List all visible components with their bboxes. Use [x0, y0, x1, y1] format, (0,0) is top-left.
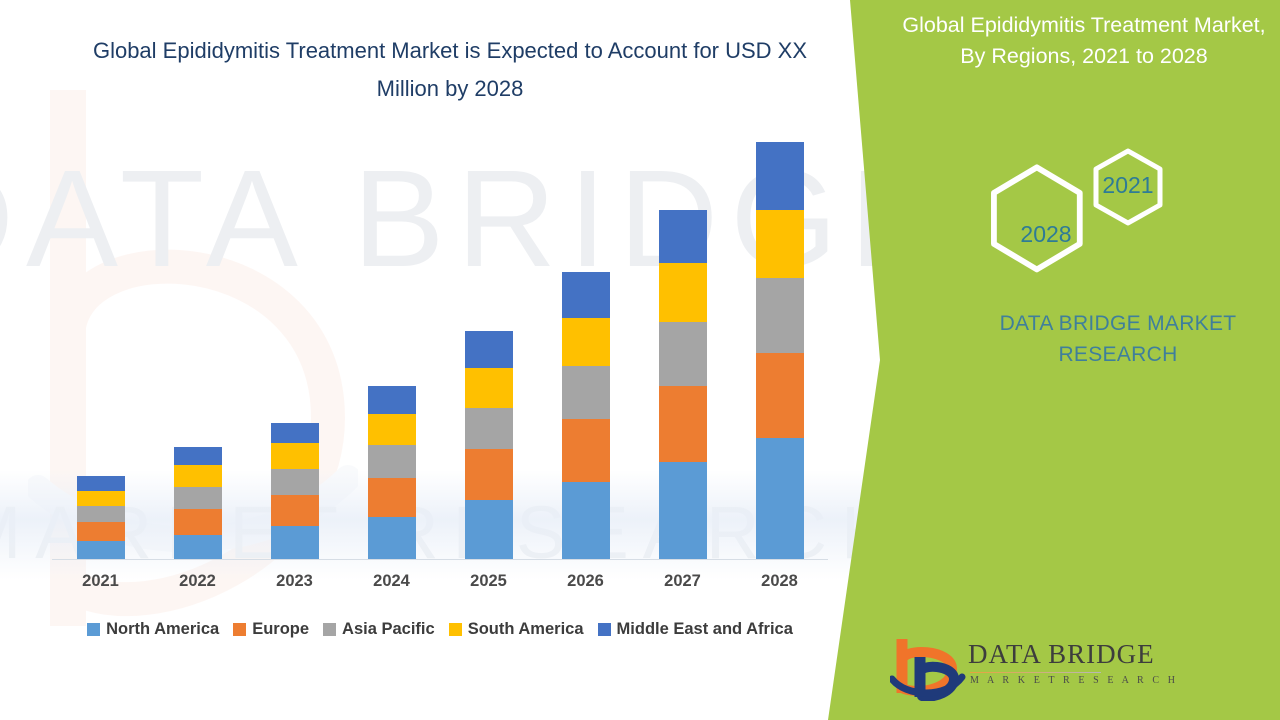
panel-title: Global Epididymitis Treatment Market, By… [902, 13, 1266, 68]
legend-label: North America [106, 619, 220, 638]
bar-segment [561, 317, 610, 366]
stacked-bar [464, 330, 513, 559]
x-axis-label: 2028 [761, 572, 798, 590]
x-axis-label: 2027 [664, 572, 701, 590]
right-green-panel [820, 0, 1280, 720]
legend-label: South America [467, 619, 584, 638]
x-axis-label: 2022 [179, 572, 216, 590]
stacked-bar [367, 385, 416, 559]
x-axis-label: 2021 [82, 572, 119, 590]
legend-label: Europe [252, 619, 310, 638]
bar-segment [755, 278, 804, 353]
legend-label: Asia Pacific [342, 619, 435, 638]
bar-segment [76, 490, 125, 507]
bar-column [634, 120, 731, 559]
bar-segment [464, 330, 513, 369]
legend-item[interactable]: North America [87, 620, 219, 639]
legend-swatch [323, 622, 337, 636]
bar-segment [173, 447, 222, 465]
bar-segment [464, 407, 513, 450]
bar-segment [561, 482, 610, 559]
bar-segment [367, 444, 416, 478]
logo-mark-icon [888, 639, 966, 702]
hexagon-label-far: 2028 [1020, 221, 1071, 247]
legend-swatch [233, 622, 247, 636]
x-axis-line [52, 559, 828, 560]
stacked-bar [658, 210, 707, 559]
bar-segment [173, 486, 222, 509]
x-axis-label: 2024 [373, 572, 410, 590]
legend-swatch [597, 622, 611, 636]
x-axis-label: 2025 [470, 572, 507, 590]
logo-name: DATA BRIDGE [968, 639, 1155, 669]
bar-segment [561, 418, 610, 483]
legend-item[interactable]: South America [448, 619, 584, 639]
bar-segment [270, 469, 319, 496]
x-axis-label: 2026 [567, 572, 604, 590]
stacked-bar [76, 475, 125, 559]
bar-segment [464, 368, 513, 408]
chart-legend: North America Europe Asia Pacific South Ame… [52, 617, 828, 641]
bar-segment [755, 142, 804, 211]
bar-segment [658, 385, 707, 463]
bar-segment [755, 352, 804, 439]
bar-segment [367, 385, 416, 415]
legend-item[interactable]: Europe [233, 620, 309, 639]
bar-segment [270, 422, 319, 443]
hexagon-outline-far [991, 164, 1083, 273]
bar-column [52, 120, 149, 559]
hexagon-group: 2021 2028 [980, 145, 1200, 285]
legend-label: Middle East and Africa [616, 619, 793, 638]
bar-segment [464, 449, 513, 500]
bar-segment [76, 506, 125, 522]
bar-segment [658, 210, 707, 263]
legend-item[interactable]: Middle East and Africa [597, 619, 793, 639]
bar-segment [658, 262, 707, 322]
bar-column [440, 120, 537, 559]
bar-column [343, 120, 440, 559]
bar-segment [755, 210, 804, 279]
legend-swatch [448, 622, 462, 636]
bar-column [149, 120, 246, 559]
bar-segment [76, 475, 125, 491]
bar-segment [658, 321, 707, 386]
bar-segment [367, 414, 416, 445]
bar-column [537, 120, 634, 559]
bar-segment [270, 495, 319, 527]
legend-item[interactable]: Asia Pacific [323, 620, 435, 639]
stacked-bar [561, 271, 610, 559]
hexagon-outline-near [1093, 148, 1163, 226]
bar-column [731, 120, 828, 559]
bar-segment [367, 477, 416, 518]
bar-segment [561, 271, 610, 318]
legend-swatch [87, 622, 101, 636]
bar-segment [173, 508, 222, 535]
stacked-bar [270, 422, 319, 559]
bar-segment [173, 464, 222, 487]
bar-segment [173, 534, 222, 559]
bar-chart-plot [52, 120, 828, 559]
panel-brand-text: DATA BRIDGE MARKET RESEARCH [999, 312, 1237, 366]
x-axis-label: 2023 [276, 572, 313, 590]
data-bridge-logo: DATA BRIDGE M A R K E T R E S E A R C H [888, 635, 1175, 705]
bar-segment [76, 541, 125, 559]
bar-segment [658, 462, 707, 559]
x-axis-labels: 2021 2022 2023 2024 2025 2026 2027 2028 [52, 572, 828, 598]
bar-column [246, 120, 343, 559]
logo-divider [970, 672, 1101, 673]
bar-segment [270, 526, 319, 559]
bar-segment [367, 517, 416, 559]
bar-segment [270, 442, 319, 470]
chart-title: Global Epididymitis Treatment Market is … [92, 38, 808, 101]
hexagon-label-near: 2021 [1102, 172, 1153, 198]
stacked-bar [173, 447, 222, 559]
bar-segment [464, 499, 513, 559]
bar-segment [561, 365, 610, 419]
logo-tagline: M A R K E T R E S E A R C H [970, 675, 1179, 686]
bar-segment [755, 438, 804, 559]
bar-segment [76, 521, 125, 542]
stacked-bar [755, 142, 804, 559]
